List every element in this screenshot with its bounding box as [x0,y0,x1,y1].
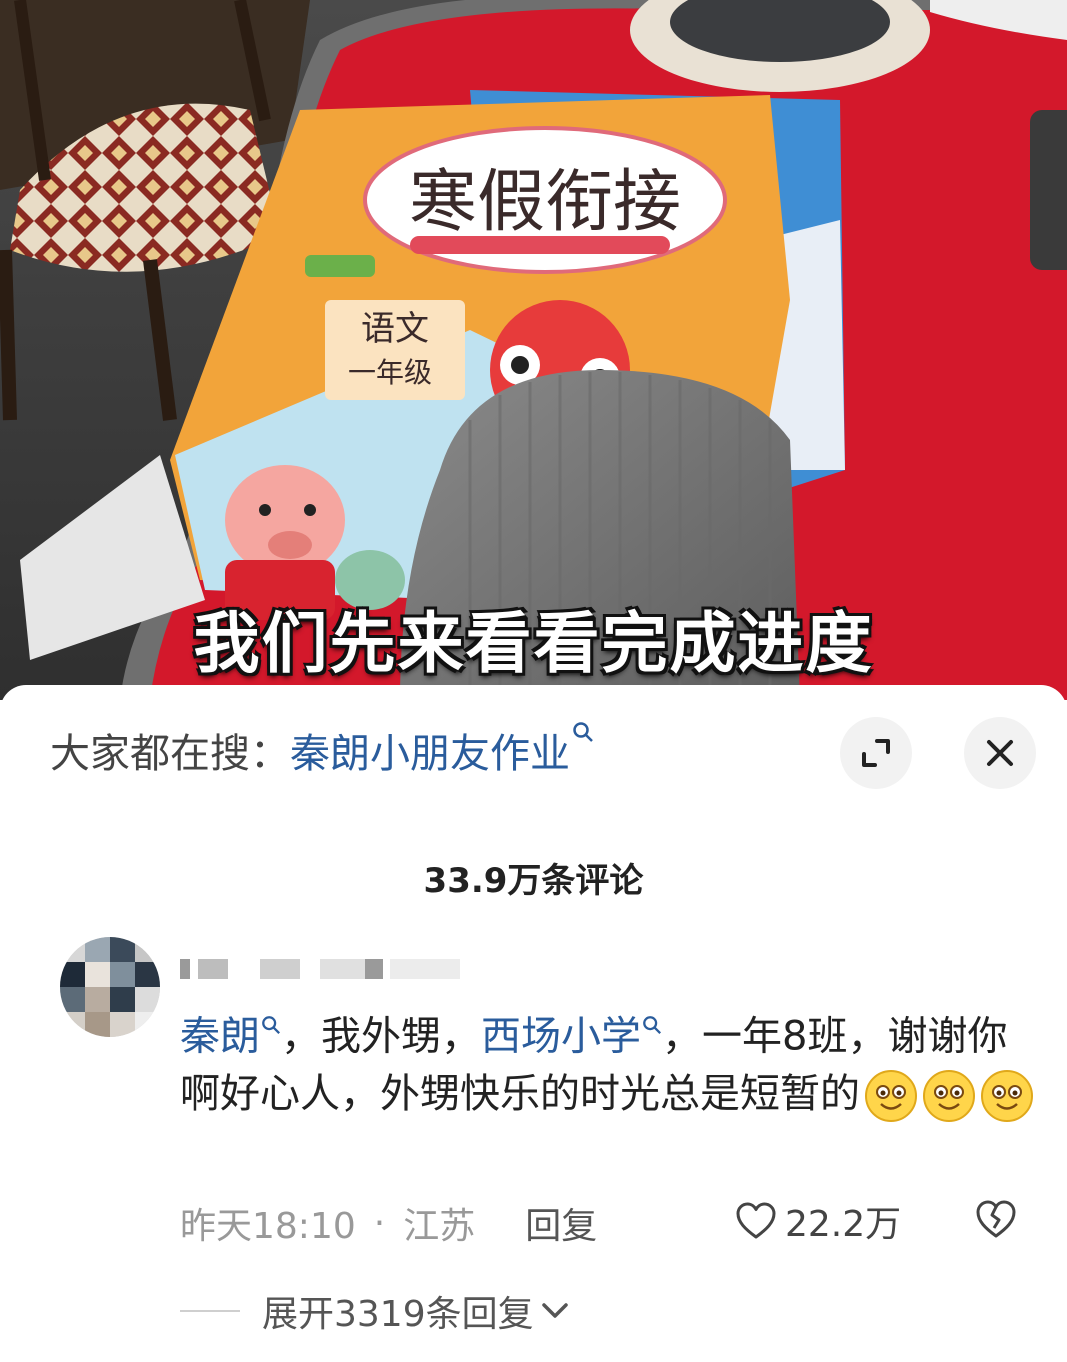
book-title: 寒假衔接 [409,163,681,242]
reply-button[interactable]: 回复 [525,1206,598,1247]
trending-search-prefix: 大家都在搜： [50,731,290,777]
comment-time: 昨天18:10 [180,1206,356,1247]
chevron-down-icon [541,1303,568,1318]
meta-separator: · [373,1202,386,1244]
comment-text-part: ，我外甥， [281,1013,481,1060]
comment-text-part: ，一年8班，谢谢你啊好心人，外甥快乐的时光总是短暂的 [180,1013,1008,1118]
expand-replies-label: 展开3319条回复 [262,1294,534,1335]
username-blurred[interactable] [180,955,460,981]
video-subtitle: 我们先来看看完成进度 [193,605,874,682]
close-panel-button[interactable] [964,717,1036,789]
comment-mention-person[interactable]: 秦朗 [180,1013,260,1060]
search-icon [572,721,594,749]
video-scene: 寒假衔接 语文 一年级 [0,0,1067,700]
like-button[interactable]: 22.2万 [735,1195,901,1247]
comment-meta: 昨天18:10 · 江苏 回复 [180,1197,597,1249]
trending-search[interactable]: 大家都在搜： 秦朗小朋友作业 [50,715,594,785]
expand-panel-button[interactable] [840,717,912,789]
like-count: 22.2万 [785,1204,902,1245]
divider [180,1310,240,1312]
comment-location: 江苏 [403,1206,476,1247]
search-icon [261,1016,281,1041]
book-grade: 一年级 [348,356,432,389]
video-frame[interactable]: 寒假衔接 语文 一年级 我们先来看看完成进度 [0,0,1067,700]
smile-emoji [981,1070,1033,1123]
book-subject: 语文 [361,309,429,349]
smile-emoji [865,1070,917,1123]
comment-mention-school[interactable]: 西场小学 [481,1013,641,1060]
comments-panel: 大家都在搜： 秦朗小朋友作业 33.9万条评论 [0,685,1067,1362]
broken-heart-icon [976,1200,1016,1238]
expand-replies-button[interactable]: 展开3319条回复 [180,1285,570,1337]
trending-search-term[interactable]: 秦朗小朋友作业 [290,731,570,777]
comment-text: 秦朗 ，我外甥，西场小学 ，一年8班，谢谢你啊好心人，外甥快乐的时光总是短暂的 [180,1000,1040,1123]
heart-icon [736,1202,776,1239]
close-icon [987,740,1013,766]
search-icon [642,1016,662,1041]
comment-count: 33.9万条评论 [423,861,644,901]
expand-icon [862,739,890,767]
avatar[interactable] [60,937,160,1037]
dislike-button[interactable] [974,1198,1018,1244]
smile-emoji [923,1070,975,1123]
